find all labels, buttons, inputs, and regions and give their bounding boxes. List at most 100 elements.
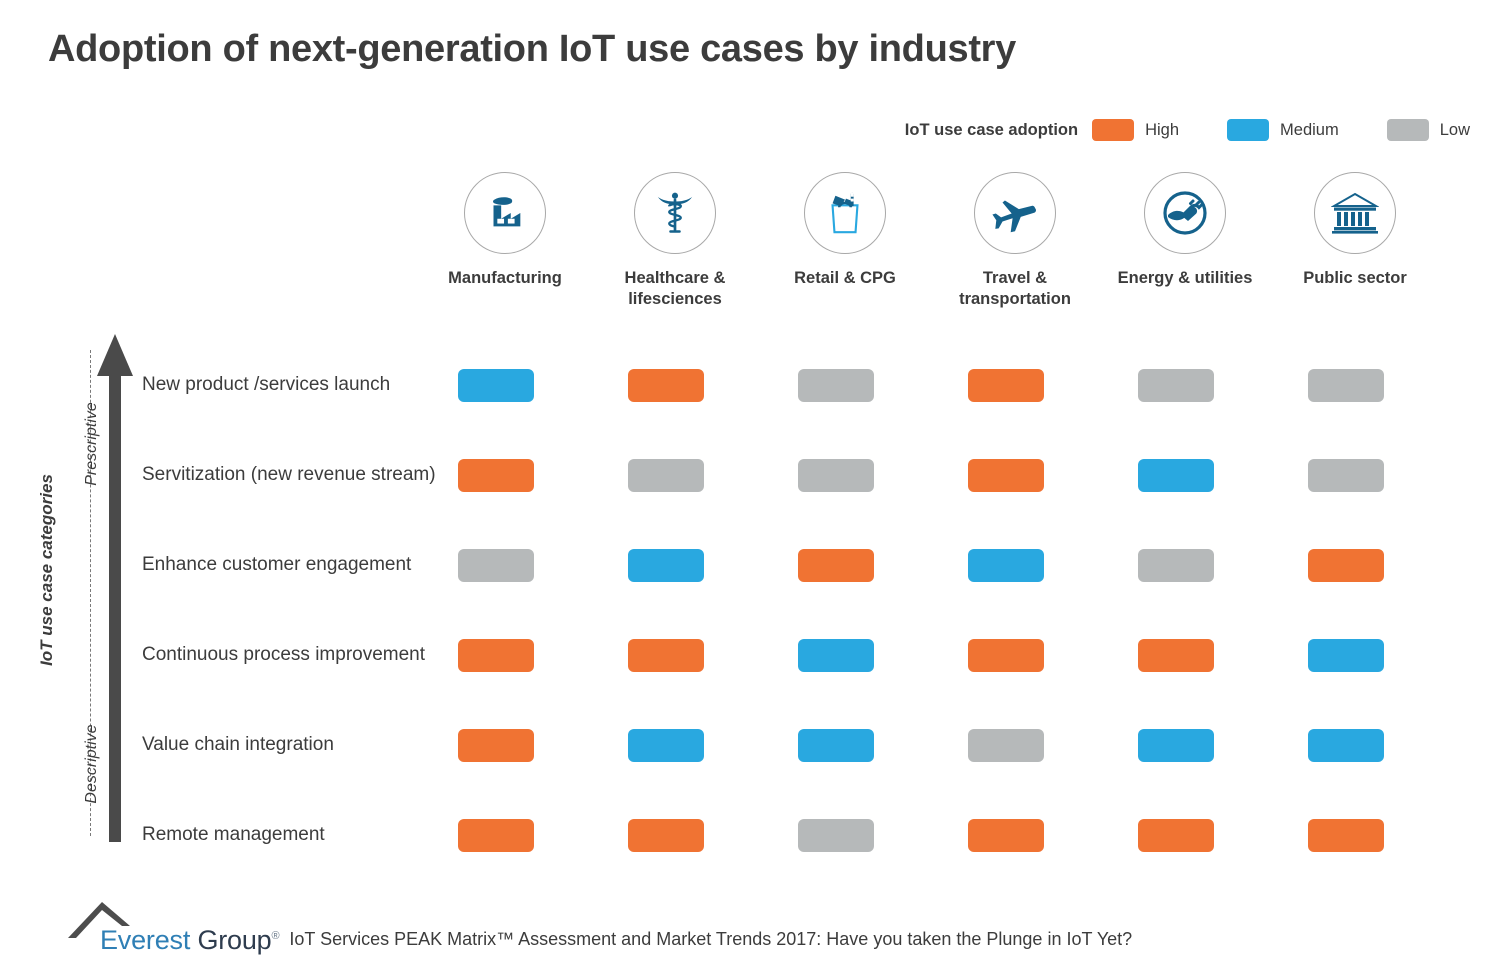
cell-r1-c0 [458, 458, 628, 492]
cell-r4-c0 [458, 728, 628, 762]
cell-r1-c1 [628, 458, 798, 492]
cell-r4-c3 [968, 728, 1138, 762]
swatch-high [628, 638, 704, 672]
swatch-high [968, 458, 1044, 492]
swatch-high [1138, 638, 1214, 672]
matrix-row: Servitization (new revenue stream) [142, 430, 1478, 520]
column-header-public-sector: Public sector [1270, 172, 1440, 310]
cell-r0-c5 [1308, 368, 1478, 402]
logo-group-text: Group [197, 925, 272, 955]
column-header-healthcare: Healthcare & lifesciences [590, 172, 760, 310]
swatch-high [458, 818, 534, 852]
column-label-healthcare: Healthcare & lifesciences [624, 269, 726, 309]
cell-r2-c0 [458, 548, 628, 582]
adoption-matrix: New product /services launch Servitizati… [142, 340, 1478, 880]
swatch-low [1308, 368, 1384, 402]
column-header-energy: Energy & utilities [1100, 172, 1270, 310]
cell-r5-c1 [628, 818, 798, 852]
row-label-value-chain-integration: Value chain integration [142, 734, 334, 755]
cell-r3-c5 [1308, 638, 1478, 672]
swatch-medium [1308, 638, 1384, 672]
cell-r5-c0 [458, 818, 628, 852]
axis-divider-dashed [90, 350, 91, 836]
swatch-high [968, 818, 1044, 852]
swatch-medium [628, 548, 704, 582]
logo-everest-text: Everest [100, 925, 191, 955]
column-label-travel: Travel & transportation [959, 269, 1071, 309]
matrix-row: Value chain integration [142, 700, 1478, 790]
cell-r3-c1 [628, 638, 798, 672]
column-label-public-sector: Public sector [1303, 269, 1407, 287]
mountain-peak-icon [68, 902, 130, 938]
swatch-high [458, 728, 534, 762]
cell-r5-c3 [968, 818, 1138, 852]
airplane-icon [974, 172, 1056, 254]
cell-r1-c4 [1138, 458, 1308, 492]
cell-r2-c4 [1138, 548, 1308, 582]
cell-r0-c3 [968, 368, 1138, 402]
swatch-high [968, 368, 1044, 402]
cell-r5-c4 [1138, 818, 1308, 852]
cell-r2-c1 [628, 548, 798, 582]
row-label-remote-management: Remote management [142, 824, 325, 845]
swatch-low [458, 548, 534, 582]
cell-r1-c5 [1308, 458, 1478, 492]
cell-r2-c5 [1308, 548, 1478, 582]
cell-r2-c3 [968, 548, 1138, 582]
legend-label-low: Low [1439, 120, 1470, 139]
swatch-low [1308, 458, 1384, 492]
swatch-high [968, 638, 1044, 672]
footer-source-text: IoT Services PEAK Matrix™ Assessment and… [289, 929, 1133, 949]
cell-r3-c3 [968, 638, 1138, 672]
cell-r2-c2 [798, 548, 968, 582]
column-headers: Manufacturing Healthcare & lifesciences [420, 172, 1478, 310]
shopping-bag-icon [804, 172, 886, 254]
swatch-medium [1138, 728, 1214, 762]
legend-item-medium: Medium [1227, 119, 1387, 141]
swatch-low [1138, 548, 1214, 582]
axis-arrow-icon [97, 334, 133, 842]
swatch-medium [798, 638, 874, 672]
row-label-continuous-process-improvement: Continuous process improvement [142, 644, 426, 665]
legend-swatch-medium [1227, 119, 1270, 141]
caduceus-icon [634, 172, 716, 254]
cell-r0-c1 [628, 368, 798, 402]
axis-title: IoT use case categories [37, 474, 56, 666]
swatch-medium [628, 728, 704, 762]
swatch-low [1138, 368, 1214, 402]
legend-item-low: Low [1386, 119, 1470, 141]
swatch-low [798, 458, 874, 492]
swatch-high [458, 458, 534, 492]
legend-label-high: High [1145, 120, 1180, 139]
swatch-medium [1138, 458, 1214, 492]
cell-r4-c5 [1308, 728, 1478, 762]
page-title: Adoption of next-generation IoT use case… [48, 28, 1017, 70]
swatch-medium [458, 368, 534, 402]
column-label-manufacturing: Manufacturing [448, 269, 562, 287]
swatch-high [458, 638, 534, 672]
cell-r4-c1 [628, 728, 798, 762]
row-label-new-product: New product /services launch [142, 374, 391, 395]
swatch-medium [1308, 728, 1384, 762]
swatch-high [1308, 818, 1384, 852]
matrix-row: Continuous process improvement [142, 610, 1478, 700]
matrix-row: New product /services launch [142, 340, 1478, 430]
legend-swatch-low [1386, 119, 1429, 141]
cell-r1-c3 [968, 458, 1138, 492]
swatch-low [968, 728, 1044, 762]
swatch-medium [798, 728, 874, 762]
cell-r4-c2 [798, 728, 968, 762]
column-header-manufacturing: Manufacturing [420, 172, 590, 310]
cell-r3-c4 [1138, 638, 1308, 672]
cell-r5-c5 [1308, 818, 1478, 852]
everest-group-logo: Everest Group® [68, 900, 280, 955]
matrix-row: Remote management [142, 790, 1478, 880]
legend-swatch-high [1092, 119, 1135, 141]
column-label-retail: Retail & CPG [794, 269, 896, 287]
matrix-row: Enhance customer engagement [142, 520, 1478, 610]
legend-title: IoT use case adoption [904, 120, 1079, 139]
swatch-medium [968, 548, 1044, 582]
registered-trademark-icon: ® [271, 930, 280, 942]
swatch-low [798, 368, 874, 402]
